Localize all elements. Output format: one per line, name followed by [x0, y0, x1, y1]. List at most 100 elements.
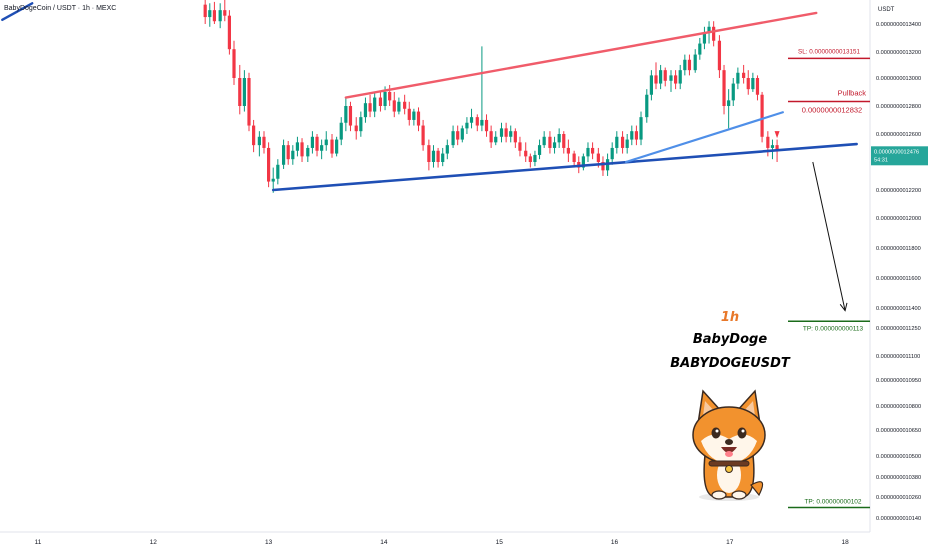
candle-body[interactable]	[489, 131, 493, 143]
candle-body[interactable]	[707, 26, 711, 33]
candle-body[interactable]	[460, 128, 464, 140]
price-tick-label[interactable]: 0.0000000011250	[876, 326, 921, 332]
candle-body[interactable]	[678, 70, 682, 84]
candle-body[interactable]	[407, 108, 411, 120]
candle-body[interactable]	[596, 153, 600, 162]
candle-body[interactable]	[392, 100, 396, 112]
candle-body[interactable]	[271, 178, 275, 182]
candle-body[interactable]	[218, 10, 222, 22]
candle-body[interactable]	[590, 147, 595, 154]
candle-body[interactable]	[335, 139, 339, 154]
candle-body[interactable]	[330, 139, 334, 154]
candles[interactable]	[203, 0, 779, 193]
candle-body[interactable]	[252, 125, 256, 146]
candle-body[interactable]	[610, 147, 614, 160]
candle-body[interactable]	[339, 122, 343, 140]
candle-body[interactable]	[469, 117, 474, 123]
price-tick-label[interactable]: 0.0000000012600	[876, 132, 921, 138]
candle-body[interactable]	[645, 94, 649, 118]
time-tick-label[interactable]: 12	[150, 539, 158, 546]
candle-body[interactable]	[669, 75, 673, 81]
candle-body[interactable]	[751, 78, 755, 90]
candle-body[interactable]	[674, 75, 678, 84]
price-tick-label[interactable]: 0.0000000010950	[876, 378, 921, 384]
candle-body[interactable]	[484, 119, 489, 132]
price-tick-label[interactable]: 0.0000000012200	[876, 188, 921, 194]
candle-body[interactable]	[315, 136, 319, 151]
candle-body[interactable]	[663, 70, 667, 81]
candle-body[interactable]	[421, 125, 425, 146]
price-tick-label[interactable]: 0.0000000011800	[876, 246, 921, 252]
candle-body[interactable]	[436, 150, 440, 162]
candle-body[interactable]	[524, 150, 528, 157]
symbol-title[interactable]: BabyDogeCoin / USDT · 1h · MEXC	[4, 5, 117, 12]
candle-body[interactable]	[542, 136, 546, 146]
candle-body[interactable]	[736, 72, 740, 84]
time-tick-label[interactable]: 14	[380, 539, 388, 546]
candle-body[interactable]	[683, 59, 687, 71]
price-tick-label[interactable]: 0.0000000010650	[876, 428, 921, 434]
candle-body[interactable]	[412, 111, 416, 120]
candle-body[interactable]	[770, 145, 775, 148]
candle-body[interactable]	[581, 156, 585, 168]
candle-body[interactable]	[359, 117, 363, 132]
price-tick-label[interactable]: 0.0000000010380	[876, 475, 921, 481]
price-tick-label[interactable]: 0.0000000011100	[876, 354, 920, 360]
candle-body[interactable]	[537, 145, 542, 155]
candle-body[interactable]	[208, 10, 212, 18]
candle-body[interactable]	[388, 91, 392, 101]
price-tick-label[interactable]: 0.0000000011400	[876, 306, 921, 312]
candle-body[interactable]	[480, 119, 484, 126]
time-tick-label[interactable]: 13	[265, 539, 273, 546]
candle-body[interactable]	[727, 100, 731, 106]
candle-body[interactable]	[242, 78, 246, 106]
candle-body[interactable]	[717, 40, 722, 71]
candle-body[interactable]	[499, 128, 504, 137]
candle-body[interactable]	[203, 4, 207, 18]
candle-body[interactable]	[566, 147, 570, 154]
candle-body[interactable]	[416, 111, 421, 126]
candle-body[interactable]	[378, 97, 383, 106]
candle-body[interactable]	[363, 103, 368, 118]
candle-body[interactable]	[281, 145, 286, 165]
candle-body[interactable]	[504, 128, 508, 137]
price-tick-label[interactable]: 0.0000000010140	[876, 516, 921, 522]
time-tick-label[interactable]: 16	[611, 539, 619, 546]
candle-body[interactable]	[513, 131, 517, 143]
candle-body[interactable]	[746, 78, 750, 90]
candle-body[interactable]	[509, 131, 513, 137]
candle-body[interactable]	[212, 10, 217, 22]
candle-body[interactable]	[659, 70, 663, 84]
candle-body[interactable]	[232, 49, 236, 78]
currency-label[interactable]: USDT	[878, 7, 895, 13]
candle-body[interactable]	[320, 145, 324, 151]
candle-body[interactable]	[634, 131, 639, 140]
candle-body[interactable]	[291, 150, 295, 160]
candle-body[interactable]	[755, 78, 760, 95]
candle-body[interactable]	[373, 97, 377, 112]
candle-body[interactable]	[306, 147, 310, 157]
candle-body[interactable]	[348, 106, 353, 126]
candle-body[interactable]	[586, 147, 590, 157]
time-tick-label[interactable]: 11	[35, 539, 42, 546]
price-tick-label[interactable]: 0.0000000010500	[876, 454, 921, 460]
price-tick-label[interactable]: 0.0000000013000	[876, 76, 921, 82]
candle-body[interactable]	[518, 142, 522, 151]
candle-body[interactable]	[344, 106, 348, 123]
candle-body[interactable]	[601, 162, 605, 171]
candle-body[interactable]	[431, 150, 436, 162]
candle-body[interactable]	[731, 83, 735, 101]
price-axis[interactable]: 0.0000000013400 0.0000000013200 0.00000000…	[876, 22, 921, 522]
candle-body[interactable]	[397, 101, 401, 112]
candle-body[interactable]	[620, 136, 625, 148]
candle-body[interactable]	[310, 136, 315, 148]
time-tick-label[interactable]: 18	[841, 539, 849, 546]
candle-body[interactable]	[451, 131, 455, 146]
candle-body[interactable]	[528, 156, 532, 162]
candle-body[interactable]	[223, 10, 227, 16]
candle-body[interactable]	[552, 142, 557, 148]
candle-body[interactable]	[465, 122, 469, 129]
candle-body[interactable]	[427, 145, 431, 162]
candle-body[interactable]	[625, 139, 629, 148]
